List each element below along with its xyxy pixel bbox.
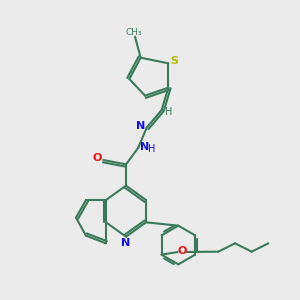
Text: N: N bbox=[140, 142, 149, 152]
Text: S: S bbox=[170, 56, 178, 66]
Text: N: N bbox=[136, 121, 145, 131]
Text: H: H bbox=[165, 107, 173, 117]
Text: H: H bbox=[148, 144, 155, 154]
Text: O: O bbox=[178, 246, 187, 256]
Text: CH₃: CH₃ bbox=[125, 28, 142, 37]
Text: N: N bbox=[121, 238, 130, 248]
Text: O: O bbox=[93, 153, 102, 163]
